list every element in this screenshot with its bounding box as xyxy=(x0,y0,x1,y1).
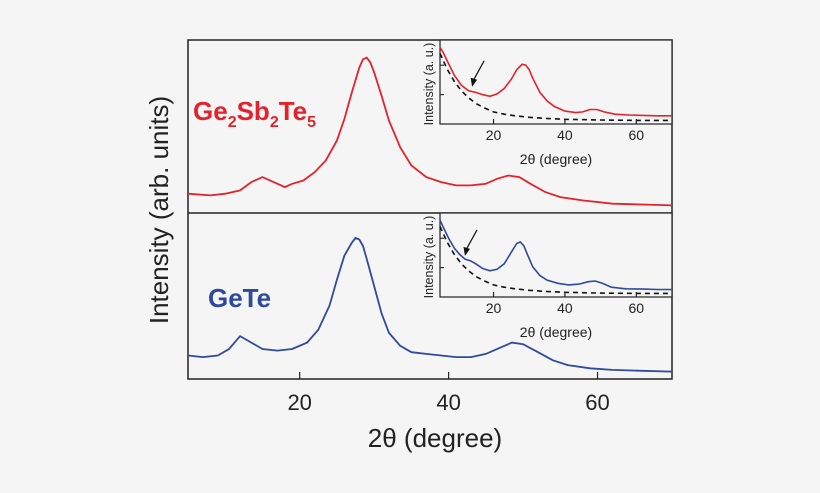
inset-gete-x-label: 2θ (degree) xyxy=(520,324,592,340)
inset-gst-background-curve xyxy=(439,53,672,122)
inset-gst-frame xyxy=(439,39,673,125)
inset-gst: 20 40 60 Intensity (a. u.) 2θ (degree) xyxy=(422,39,673,167)
gete-label: GeTe xyxy=(208,283,271,313)
inset-gst-x-tick-label-20: 20 xyxy=(486,127,502,143)
inset-gete-y-label: Intensity (a. u.) xyxy=(422,216,436,299)
inset-gst-arrow-shaft xyxy=(472,60,485,82)
gst-label-sb: Sb xyxy=(237,96,270,126)
inset-gst-x-label: 2θ (degree) xyxy=(520,151,592,167)
inset-gete-x-ticks: 20 40 60 xyxy=(440,237,645,316)
inset-gete-frame xyxy=(439,212,673,298)
inset-gete-arrow-head xyxy=(463,246,470,256)
inset-gst-x-ticks: 20 40 60 xyxy=(440,64,645,143)
inset-gete: 20 40 60 Intensity (a. u.) 2θ (degree) xyxy=(422,212,673,340)
gst-label-te: Te xyxy=(279,96,307,126)
inset-gst-x-tick-label-40: 40 xyxy=(557,127,573,143)
main-x-tick-label-60: 60 xyxy=(585,390,609,415)
inset-gst-x-tick-label-60: 60 xyxy=(629,127,645,143)
inset-gete-x-tick-label-20: 20 xyxy=(486,300,502,316)
gst-label-sub1: 2 xyxy=(228,114,237,131)
inset-gst-arrow xyxy=(470,60,485,87)
gst-diffraction-curve xyxy=(187,56,673,207)
inset-gete-x-tick-label-40: 40 xyxy=(557,300,573,316)
inset-gst-measured-curve xyxy=(439,46,672,117)
inset-gete-measured-curve xyxy=(439,219,672,291)
gst-label: Ge2Sb2Te5 xyxy=(193,96,316,131)
inset-gst-y-label: Intensity (a. u.) xyxy=(422,43,436,126)
main-x-ticks: 20 40 60 xyxy=(287,372,610,415)
inset-gete-arrow-shaft xyxy=(465,229,478,251)
inset-gete-x-tick-label-60: 60 xyxy=(629,300,645,316)
main-x-tick-label-40: 40 xyxy=(436,390,460,415)
gst-label-sub3: 5 xyxy=(307,114,316,131)
gst-label-ge: Ge xyxy=(193,96,228,126)
inset-gete-background-curve xyxy=(439,226,672,295)
y-axis-label: Intensity (arb. units) xyxy=(144,96,174,324)
main-x-tick-label-20: 20 xyxy=(287,390,311,415)
gete-diffraction-curve xyxy=(187,236,673,373)
gst-label-sub2: 2 xyxy=(270,114,279,131)
inset-gst-arrow-head xyxy=(470,77,478,87)
x-axis-label: 2θ (degree) xyxy=(368,423,502,453)
inset-gete-arrow xyxy=(463,229,478,256)
